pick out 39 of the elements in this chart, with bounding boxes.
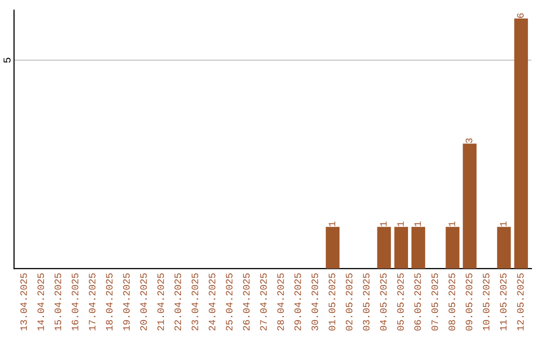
x-tick-label: 16.04.2025 (72, 273, 78, 330)
data-label: 1 (448, 222, 456, 226)
x-tick-label: 10.05.2025 (482, 273, 490, 330)
x-tick-label: 17.04.2025 (88, 273, 96, 330)
data-label: 1 (380, 222, 387, 226)
x-tick-label: 18.04.2025 (106, 273, 113, 330)
x-tick-label: 08.05.2025 (448, 273, 456, 331)
x-tick-label: 03.05.2025 (362, 273, 370, 331)
x-tick-label: 12.05.2025 (517, 273, 524, 330)
x-tick-label: 25.04.2025 (226, 273, 232, 330)
data-label: 1 (328, 222, 336, 226)
data-label: 1 (397, 222, 404, 226)
x-tick-label: 01.05.2025 (328, 273, 336, 331)
x-tick-label: 23.04.2025 (192, 273, 198, 330)
x-tick-label: 30.04.2025 (312, 273, 318, 331)
x-tick-label: 07.05.2025 (431, 273, 438, 331)
data-label: 6 (517, 13, 524, 18)
x-tick-label: 02.05.2025 (346, 273, 352, 331)
x-tick-label: 29.04.2025 (294, 273, 302, 330)
x-tick-label: 04.05.2025 (380, 273, 387, 331)
data-label: 3 (466, 138, 472, 143)
x-tick-label: 15.04.2025 (54, 273, 62, 330)
x-tick-label: 11.05.2025 (500, 273, 507, 330)
data-label: 1 (414, 222, 421, 226)
x-tick-label: 21.04.2025 (157, 273, 164, 330)
x-tick-label: 27.04.2025 (260, 273, 267, 330)
x-tick-label: 24.04.2025 (208, 273, 216, 330)
x-tick-label: 13.04.2025 (20, 273, 27, 330)
y-tick-label: 5 (4, 58, 11, 63)
x-tick-label: 05.05.2025 (397, 273, 404, 331)
x-tick-label: 22.04.2025 (174, 273, 182, 330)
x-tick-label: 26.04.2025 (243, 273, 250, 330)
data-label: 1 (500, 222, 506, 226)
x-tick-label: 28.04.2025 (277, 273, 284, 330)
x-tick-label: 14.04.2025 (37, 273, 44, 330)
x-tick-label: 06.05.2025 (414, 273, 421, 331)
x-tick-label: 09.05.2025 (466, 273, 472, 331)
x-tick-label: 19.04.2025 (123, 273, 130, 330)
x-tick-label: 20.04.2025 (140, 273, 147, 330)
